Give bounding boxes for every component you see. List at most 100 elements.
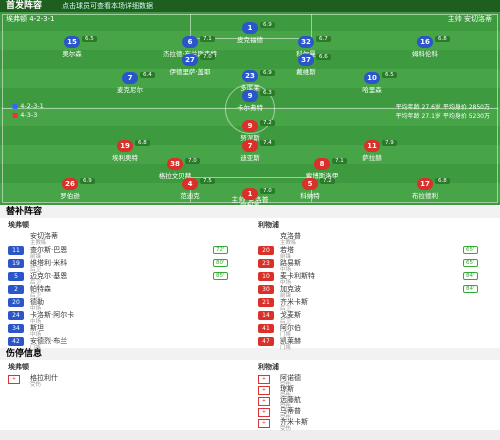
- injury-team: 利物浦: [258, 363, 279, 371]
- player-rating: 6.4: [140, 72, 155, 78]
- sub-position: 后卫: [30, 280, 42, 286]
- sub-player: 30 加克波 前锋 84': [258, 284, 498, 299]
- sub-player: 5 迈克尔·基恩 后卫 85': [8, 271, 248, 286]
- injury-name: 远藤航: [280, 396, 301, 404]
- sub-player: 34 斯坦 中场: [8, 323, 248, 338]
- player-number: 17: [417, 178, 433, 190]
- player-rating: 6.5: [82, 36, 97, 42]
- subs-title: 替补阵容: [0, 206, 500, 218]
- player-rating: 6.6: [316, 54, 331, 60]
- sub-position: 中场: [30, 319, 42, 325]
- player-name: 皮克福德: [237, 36, 263, 44]
- box: [190, 14, 312, 39]
- player-number: 1: [242, 22, 258, 34]
- player-number: 5: [302, 178, 318, 190]
- player-number: 19: [117, 140, 133, 152]
- sub-name: 若塔: [280, 246, 294, 254]
- pitch: 埃弗顿 4-2-3-1 主帅 安切洛蒂 主帅 克洛普 ■ 4-2-3-1 ■ 4…: [0, 12, 500, 210]
- player-number: 23: [242, 70, 258, 82]
- player-number: 27: [182, 54, 198, 66]
- player-name: 努涅斯: [240, 134, 260, 142]
- injury-name: 阿诺德: [280, 374, 301, 382]
- player-rating: 6.5: [382, 72, 397, 78]
- injury-name: 马蒂普: [280, 407, 301, 415]
- sub-position: 门将: [30, 345, 42, 351]
- player-rating: 7.5: [200, 178, 215, 184]
- sub-number: 41: [258, 324, 274, 333]
- injury-status: 受伤: [280, 393, 292, 399]
- player-name: 科纳特: [300, 192, 320, 200]
- injury-status: 受伤: [280, 382, 292, 388]
- sub-number: 11: [8, 246, 24, 255]
- player-rating: 7.0: [185, 158, 200, 164]
- player-name: 麦克尼尔: [117, 86, 143, 94]
- player-number: 8: [314, 158, 330, 170]
- player-rating: 7.9: [382, 140, 397, 146]
- player-number: 6: [182, 36, 198, 48]
- sub-player: 47 凯莱赫 门将: [258, 336, 498, 351]
- injury-name: 琼斯: [280, 385, 294, 393]
- subtitle: 点击球员可查看本场详细数据: [62, 2, 153, 10]
- sub-minute: 85': [213, 272, 228, 280]
- home-coach: 主帅 安切洛蒂: [447, 15, 492, 23]
- injury-status: 受伤: [280, 415, 292, 421]
- sub-player: 41 阿尔伯 门将: [258, 323, 498, 338]
- title: 首发阵容: [6, 1, 43, 11]
- sub-name: 帕特森: [30, 285, 51, 293]
- player-rating: 6.9: [260, 22, 275, 28]
- sub-player: 11 查尔斯·巴恩 前锋 72': [8, 245, 248, 260]
- home-formation: ■ 4-2-3-1: [12, 102, 44, 110]
- injury-name: 齐米卡斯: [280, 418, 308, 426]
- sub-number: 5: [8, 272, 24, 281]
- sub-number: 20: [8, 298, 24, 307]
- sub-name: 维塔利·米科: [30, 259, 68, 267]
- sub-player: 14 戈麦斯 后卫: [258, 310, 498, 325]
- player-number: 10: [364, 72, 380, 84]
- sub-player: 24 卡洛斯·阿尔卡 中场: [8, 310, 248, 325]
- player-number: 32: [298, 36, 314, 48]
- sub-position: 中场: [280, 267, 292, 273]
- player-number: 9: [242, 120, 258, 132]
- text: 4-3-3: [20, 111, 38, 119]
- injury-icon: +: [258, 386, 270, 395]
- player-name: 索博斯洛伊: [305, 172, 339, 180]
- sub-number: 10: [258, 272, 274, 281]
- sub-minute: 65': [463, 259, 478, 267]
- player-name: 伊德里萨·盖耶: [169, 68, 211, 76]
- sub-minute: 80': [213, 259, 228, 267]
- player-name: 布拉德利: [412, 192, 438, 200]
- player-number: 7: [242, 140, 258, 152]
- sub-player: 19 维塔利·米科 后卫 80': [8, 258, 248, 273]
- player-rating: 6.3: [260, 90, 275, 96]
- player-rating: 7.4: [260, 140, 275, 146]
- sub-name: 麦卡利斯特: [280, 272, 315, 280]
- sub-number: 42: [8, 337, 24, 346]
- home-label: 埃弗顿 4-2-3-1: [6, 15, 55, 23]
- player-name: 埃利奥特: [112, 154, 138, 162]
- sub-number: 34: [8, 324, 24, 333]
- sub-player: 21 齐米卡斯 后卫: [258, 297, 498, 312]
- player-rating: 6.9: [80, 178, 95, 184]
- sub-number: 23: [258, 259, 274, 268]
- sub-number: 2: [8, 285, 24, 294]
- sub-name: 卡洛斯·阿尔卡: [30, 311, 75, 319]
- sub-name: 凯莱赫: [280, 337, 301, 345]
- player-rating: 6.8: [135, 140, 150, 146]
- player-number: 15: [64, 36, 80, 48]
- player-rating: 7.2: [320, 178, 335, 184]
- player-number: 1: [242, 188, 258, 200]
- injury-icon: +: [258, 397, 270, 406]
- sub-position: 前锋: [280, 254, 292, 260]
- sub-position: 中场: [30, 332, 42, 338]
- player-rating: 6.7: [316, 36, 331, 42]
- player-number: 7: [122, 72, 138, 84]
- away-coach: 主帅 克洛普: [231, 196, 269, 204]
- header: [0, 0, 500, 12]
- sub-position: 门将: [280, 345, 292, 351]
- coach-name: 安切洛蒂: [30, 232, 58, 240]
- sub-name: 查尔斯·巴恩: [30, 246, 68, 254]
- sub-name: 戈麦斯: [280, 311, 301, 319]
- sub-number: 20: [258, 246, 274, 255]
- sub-player: 20 德勒 中场: [8, 297, 248, 312]
